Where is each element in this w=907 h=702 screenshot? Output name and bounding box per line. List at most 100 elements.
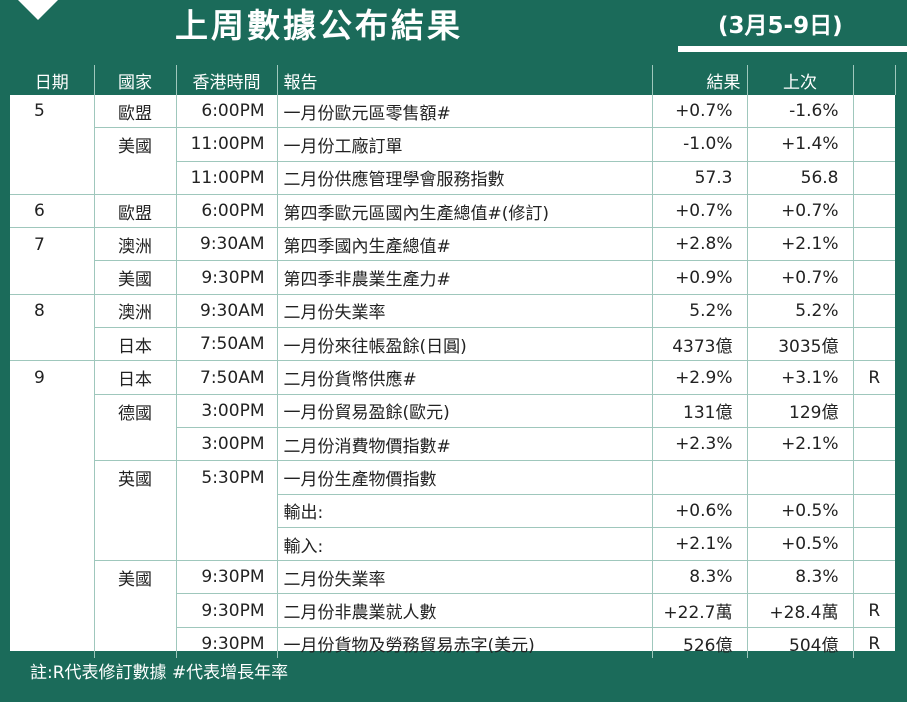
cell-report: 第四季非農業生產力# bbox=[277, 260, 653, 295]
cell-day bbox=[10, 327, 95, 362]
cell-previous: +2.1% bbox=[747, 427, 854, 462]
column-header-report: 報告 bbox=[277, 65, 653, 95]
cell-flag bbox=[853, 127, 895, 162]
cell-day bbox=[10, 627, 95, 661]
cell-report: 一月份生產物價指數 bbox=[277, 460, 653, 495]
cell-time: 9:30PM bbox=[176, 560, 278, 595]
cell-previous: +3.1% bbox=[747, 360, 854, 395]
cell-day: 9 bbox=[10, 360, 95, 395]
cell-flag bbox=[853, 260, 895, 295]
cell-flag: R bbox=[853, 593, 895, 628]
cell-result: 8.3% bbox=[652, 560, 748, 595]
cell-day bbox=[10, 460, 95, 495]
table-row: 9:30PM 二月份非農業就人數 +22.7萬 +28.4萬 R bbox=[10, 593, 895, 628]
column-header-day: 日期 bbox=[10, 65, 95, 95]
cell-report: 二月份失業率 bbox=[277, 560, 653, 595]
cell-flag bbox=[853, 560, 895, 595]
cell-day: 8 bbox=[10, 294, 95, 328]
cell-previous: 504億 bbox=[747, 627, 854, 661]
cell-country: 德國 bbox=[94, 394, 177, 428]
cell-day: 6 bbox=[10, 194, 95, 229]
cell-flag: R bbox=[868, 633, 881, 654]
cell-country: 日本 bbox=[94, 327, 177, 362]
cell-previous: +0.5% bbox=[747, 527, 854, 562]
cell-time: 9:30PM bbox=[176, 260, 278, 295]
cell-flag bbox=[853, 327, 895, 362]
cell-day bbox=[10, 527, 95, 561]
cell-country: 歐盟 bbox=[94, 194, 177, 229]
cell-result: +22.7萬 bbox=[652, 593, 748, 628]
cell-report: 第四季國內生產總值# bbox=[277, 227, 653, 262]
cell-country: 美國 bbox=[94, 127, 177, 162]
cell-country: 歐盟 bbox=[94, 95, 177, 129]
cell-country: 美國 bbox=[94, 560, 177, 594]
cell-result: 526億 bbox=[652, 627, 748, 661]
cell-time: 7:50AM bbox=[176, 327, 278, 362]
cell-day bbox=[10, 593, 95, 628]
date-range: (3月5-9日) bbox=[718, 13, 843, 39]
table-row: 日本 7:50AM 一月份來往帳盈餘(日圓) 4373億 3035億 bbox=[10, 327, 895, 362]
cell-day bbox=[10, 394, 95, 428]
cell-previous bbox=[747, 460, 854, 495]
cell-report: 二月份失業率 bbox=[277, 294, 653, 329]
cell-time: 7:50AM bbox=[176, 360, 278, 395]
table-row: 9:30PM 一月份貨物及勞務貿易赤字(美元) 526億 504億 R bbox=[10, 627, 895, 661]
cell-report: 一月份貿易盈餘(歐元) bbox=[277, 394, 653, 428]
table-row: 輸出: +0.6% +0.5% bbox=[10, 494, 895, 528]
cell-country: 澳洲 bbox=[94, 294, 177, 329]
cell-time: 11:00PM bbox=[176, 161, 278, 195]
cell-report: 二月份非農業就人數 bbox=[277, 593, 653, 628]
table-row: 德國 3:00PM 一月份貿易盈餘(歐元) 131億 129億 bbox=[10, 394, 895, 428]
column-header-country: 國家 bbox=[94, 65, 177, 95]
cell-time: 5:30PM bbox=[176, 460, 278, 495]
column-header-flag bbox=[853, 65, 896, 95]
cell-result: +2.9% bbox=[652, 360, 748, 395]
header-bar: 上周數據公布結果 (3月5-9日) bbox=[0, 0, 907, 52]
cell-report: 輸出: bbox=[277, 494, 653, 528]
cell-flag: R bbox=[853, 360, 895, 395]
cell-time: 3:00PM bbox=[176, 427, 278, 462]
cell-report: 輸入: bbox=[277, 527, 653, 562]
table-row: 5 歐盟 6:00PM 一月份歐元區零售額# +0.7% -1.6% bbox=[10, 95, 895, 129]
column-header-time: 香港時間 bbox=[176, 65, 278, 95]
cell-flag bbox=[853, 394, 895, 428]
cell-country bbox=[94, 593, 177, 628]
cell-day bbox=[10, 260, 95, 295]
table-header-row: 日期 國家 香港時間 報告 結果 上次 bbox=[10, 65, 896, 95]
cell-country: 英國 bbox=[94, 460, 177, 495]
cell-flag bbox=[853, 460, 895, 495]
results-panel: 日期 國家 香港時間 報告 結果 上次 5 歐盟 6:00PM 一月份歐元區零售額# +… bbox=[10, 65, 896, 661]
cell-result: +2.1% bbox=[652, 527, 748, 562]
cell-country bbox=[94, 627, 177, 661]
cell-result: +0.7% bbox=[652, 194, 748, 229]
table-row: 英國 5:30PM 一月份生產物價指數 bbox=[10, 460, 895, 495]
cell-report: 二月份消費物價指數# bbox=[277, 427, 653, 462]
cell-country: 澳洲 bbox=[94, 227, 177, 262]
table-row: 9 日本 7:50AM 二月份貨幣供應# +2.9% +3.1% R bbox=[10, 360, 895, 395]
cell-result: 4373億 bbox=[652, 327, 748, 362]
page-title: 上周數據公布結果 bbox=[175, 6, 463, 45]
cell-flag bbox=[853, 161, 895, 195]
cell-flag bbox=[853, 95, 895, 129]
cell-previous: 5.2% bbox=[747, 294, 854, 329]
cell-result: +2.8% bbox=[652, 227, 748, 262]
cell-result: +0.6% bbox=[652, 494, 748, 528]
cell-previous: +28.4萬 bbox=[747, 593, 854, 628]
cell-result: +2.3% bbox=[652, 427, 748, 462]
cell-flag bbox=[853, 294, 895, 329]
cell-previous: +0.7% bbox=[747, 194, 854, 229]
table-row: 8 澳洲 9:30AM 二月份失業率 5.2% 5.2% bbox=[10, 294, 895, 329]
cell-country: 日本 bbox=[94, 360, 177, 395]
cell-previous: -1.6% bbox=[747, 95, 854, 129]
cell-time: 9:30AM bbox=[176, 294, 278, 329]
table-row: 輸入: +2.1% +0.5% bbox=[10, 527, 895, 562]
cell-previous: 129億 bbox=[747, 394, 854, 428]
cell-report: 一月份來往帳盈餘(日圓) bbox=[277, 327, 653, 362]
cell-flag bbox=[853, 194, 895, 229]
cell-previous: 8.3% bbox=[747, 560, 854, 595]
cell-report: 一月份工廠訂單 bbox=[277, 127, 653, 162]
cell-time: 11:00PM bbox=[176, 127, 278, 162]
cell-result: 5.2% bbox=[652, 294, 748, 329]
cell-report: 一月份歐元區零售額# bbox=[277, 95, 653, 129]
cell-result: 131億 bbox=[652, 394, 748, 428]
